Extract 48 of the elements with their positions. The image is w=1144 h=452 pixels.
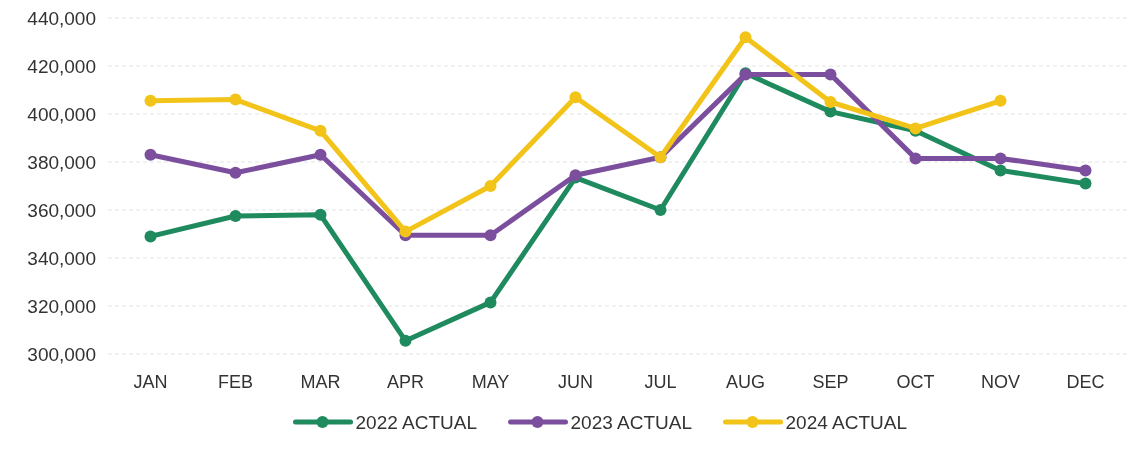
point [484,296,497,309]
point [144,94,157,107]
point [229,210,242,222]
point [994,94,1007,107]
x-tick-label: JUN [558,372,593,392]
y-tick-label: 400,000 [27,103,96,125]
legend-label: 2023 ACTUAL [570,411,692,433]
x-tick-label: MAY [471,372,510,392]
point [739,31,752,44]
point [994,164,1007,177]
legend-label: 2024 ACTUAL [785,411,907,433]
x-tick-label: MAR [300,372,341,392]
x-tick-label: APR [386,372,425,392]
y-tick-label: 320,000 [27,295,96,317]
point [484,180,497,192]
x-tick-label: AUG [725,372,766,392]
point [909,152,922,165]
point [399,225,412,238]
point [144,148,157,161]
y-tick-label: 380,000 [27,151,96,173]
point [569,91,582,104]
point [314,208,327,221]
point [229,93,242,106]
x-tick-label: OCT [896,372,935,392]
y-tick-label: 440,000 [27,7,96,29]
point [824,96,837,108]
point [484,229,497,242]
point [824,68,837,81]
point [229,166,242,179]
x-tick-label: SEP [812,372,849,392]
y-tick-label: 300,000 [27,343,96,365]
point [1079,177,1092,190]
point [399,334,412,347]
x-tick-label: JUL [644,372,677,392]
legend-label: 2022 ACTUAL [355,411,477,433]
point [654,204,667,216]
y-tick-label: 420,000 [27,55,96,77]
x-tick-label: FEB [217,372,254,392]
point [144,230,157,243]
point [1079,164,1092,177]
point [314,148,327,161]
point [314,124,327,137]
y-tick-label: 340,000 [27,247,96,269]
x-tick-label: DEC [1066,372,1105,392]
x-tick-label: NOV [980,372,1021,392]
x-tick-label: JAN [133,372,168,392]
y-tick-label: 360,000 [27,199,96,221]
point [994,152,1007,165]
